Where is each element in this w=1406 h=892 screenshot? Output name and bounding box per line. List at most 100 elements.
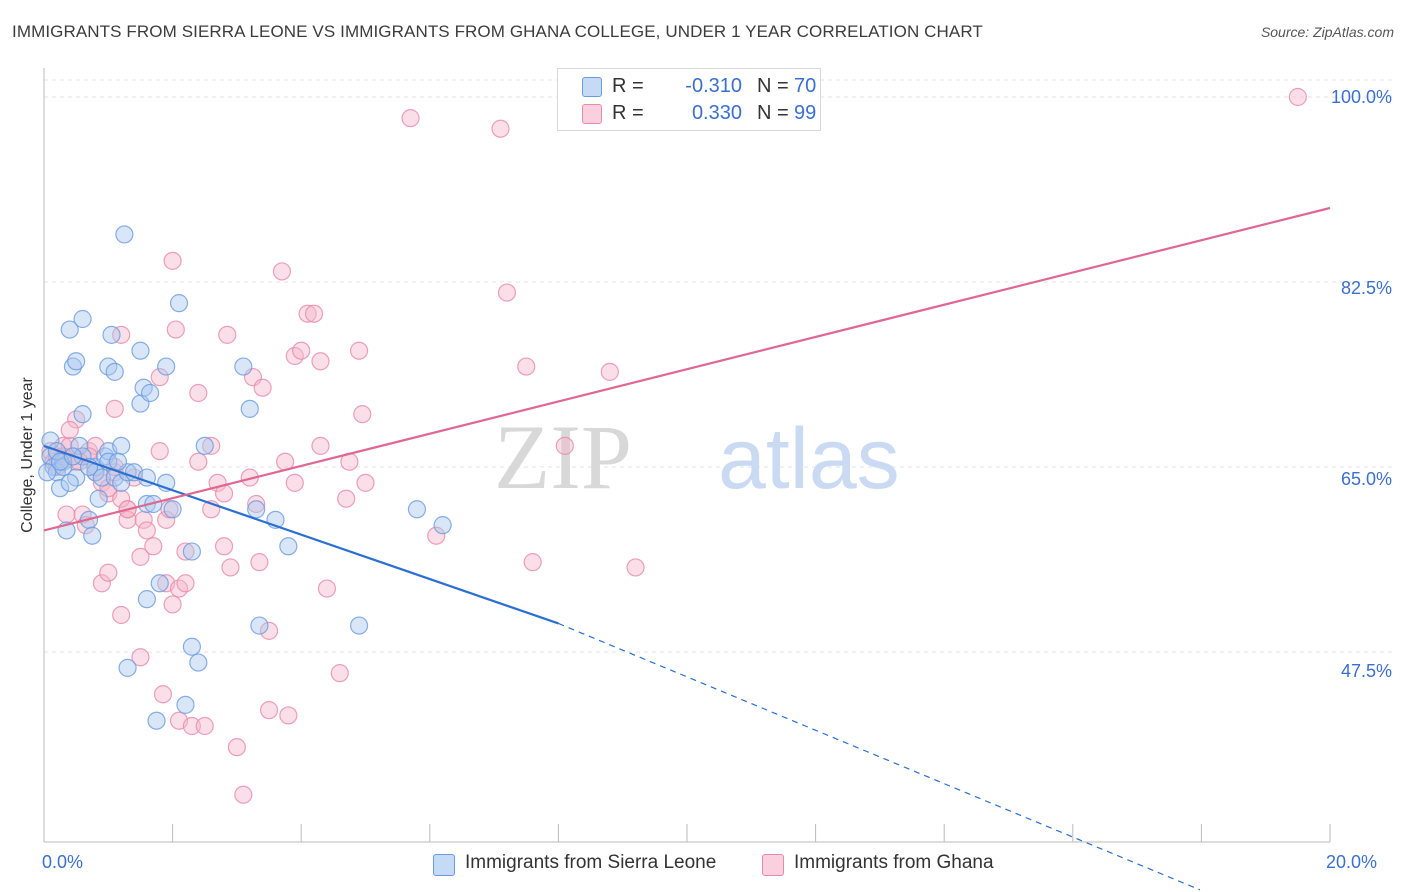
axes (43, 68, 1331, 843)
data-point (1288, 87, 1307, 107)
data-point (189, 452, 208, 471)
legend-r-label: R = (612, 75, 644, 97)
watermark: ZIP atlas (494, 406, 900, 508)
trend-line (43, 206, 1331, 532)
data-point (311, 352, 330, 371)
data-point (182, 542, 201, 561)
data-point (298, 304, 317, 323)
data-point (176, 542, 195, 561)
chart-title: IMMIGRANTS FROM SIERRA LEONE VS IMMIGRAN… (12, 22, 983, 41)
data-point (118, 510, 137, 529)
data-point (221, 558, 240, 577)
data-point (150, 368, 169, 387)
data-point (105, 399, 124, 418)
data-point (92, 468, 111, 487)
data-point (50, 479, 70, 498)
data-point (247, 500, 266, 519)
data-point (214, 537, 234, 556)
data-point (157, 510, 176, 529)
legend-swatch-blue (582, 77, 602, 97)
data-point (304, 304, 324, 323)
data-point (38, 463, 57, 482)
data-point (137, 590, 156, 609)
data-point (112, 489, 131, 508)
data-point (131, 341, 150, 360)
data-point (115, 225, 134, 244)
legend-series-name: Immigrants from Ghana (794, 852, 994, 873)
data-point (108, 452, 128, 471)
data-point (250, 616, 269, 635)
legend-n-value: 99 (794, 102, 817, 124)
data-point (259, 621, 279, 640)
data-point (73, 309, 92, 329)
data-point (131, 648, 150, 667)
data-point (259, 701, 279, 720)
data-point (102, 325, 121, 344)
legend-swatch-pink (762, 854, 784, 876)
data-point (169, 294, 189, 313)
data-point (57, 505, 76, 524)
data-point (555, 436, 574, 455)
data-point (523, 553, 542, 572)
legend-swatch-pink (582, 104, 602, 124)
data-point (311, 436, 330, 455)
data-point (253, 378, 272, 397)
data-point (112, 473, 131, 492)
data-points (38, 87, 1307, 804)
x-tick-label: 20.0% (1326, 852, 1378, 872)
data-point (92, 574, 111, 593)
y-tick-label: 82.5% (1340, 278, 1392, 298)
data-point (147, 711, 166, 730)
data-point (353, 405, 372, 424)
y-tick-label: 65.0% (1340, 469, 1392, 489)
data-point (497, 283, 517, 302)
legend-n-label: N = (757, 102, 789, 124)
data-point (401, 109, 420, 128)
data-point (131, 547, 150, 566)
data-point (218, 325, 237, 344)
data-point (105, 362, 124, 381)
data-point (337, 489, 356, 508)
trend-lines (43, 206, 1331, 891)
data-point (240, 399, 259, 418)
legend-series-name: Immigrants from Sierra Leone (465, 852, 717, 873)
source-label: Source: ZipAtlas.com (1260, 24, 1394, 40)
data-point (227, 738, 246, 757)
data-point (285, 473, 304, 492)
data-point (144, 537, 163, 556)
data-point (600, 362, 619, 381)
watermark-zip: ZIP (494, 406, 632, 508)
data-point (317, 579, 337, 598)
data-point (140, 383, 160, 403)
data-point (163, 500, 182, 519)
data-point (250, 553, 269, 572)
data-point (292, 341, 311, 360)
data-point (349, 341, 369, 360)
data-point (182, 716, 201, 736)
data-point (70, 436, 89, 455)
data-point (60, 320, 79, 339)
data-point (279, 706, 298, 725)
data-point (89, 489, 108, 508)
data-point (195, 436, 214, 455)
data-point (157, 357, 176, 376)
data-point (63, 357, 83, 376)
data-point (189, 653, 208, 672)
data-point (176, 695, 195, 714)
y-tick-label: 100.0% (1330, 87, 1392, 107)
data-point (176, 574, 195, 593)
data-point (330, 664, 349, 683)
data-point (153, 685, 173, 704)
data-point (202, 436, 221, 455)
data-point (517, 357, 536, 376)
data-point (150, 574, 169, 593)
data-point (163, 595, 182, 614)
legend-n-value: 70 (794, 75, 817, 97)
data-point (166, 320, 185, 339)
data-point (163, 251, 182, 270)
legend-n-label: N = (757, 75, 789, 97)
data-point (182, 637, 201, 656)
watermark-atlas: atlas (718, 411, 900, 507)
data-point (112, 605, 131, 625)
